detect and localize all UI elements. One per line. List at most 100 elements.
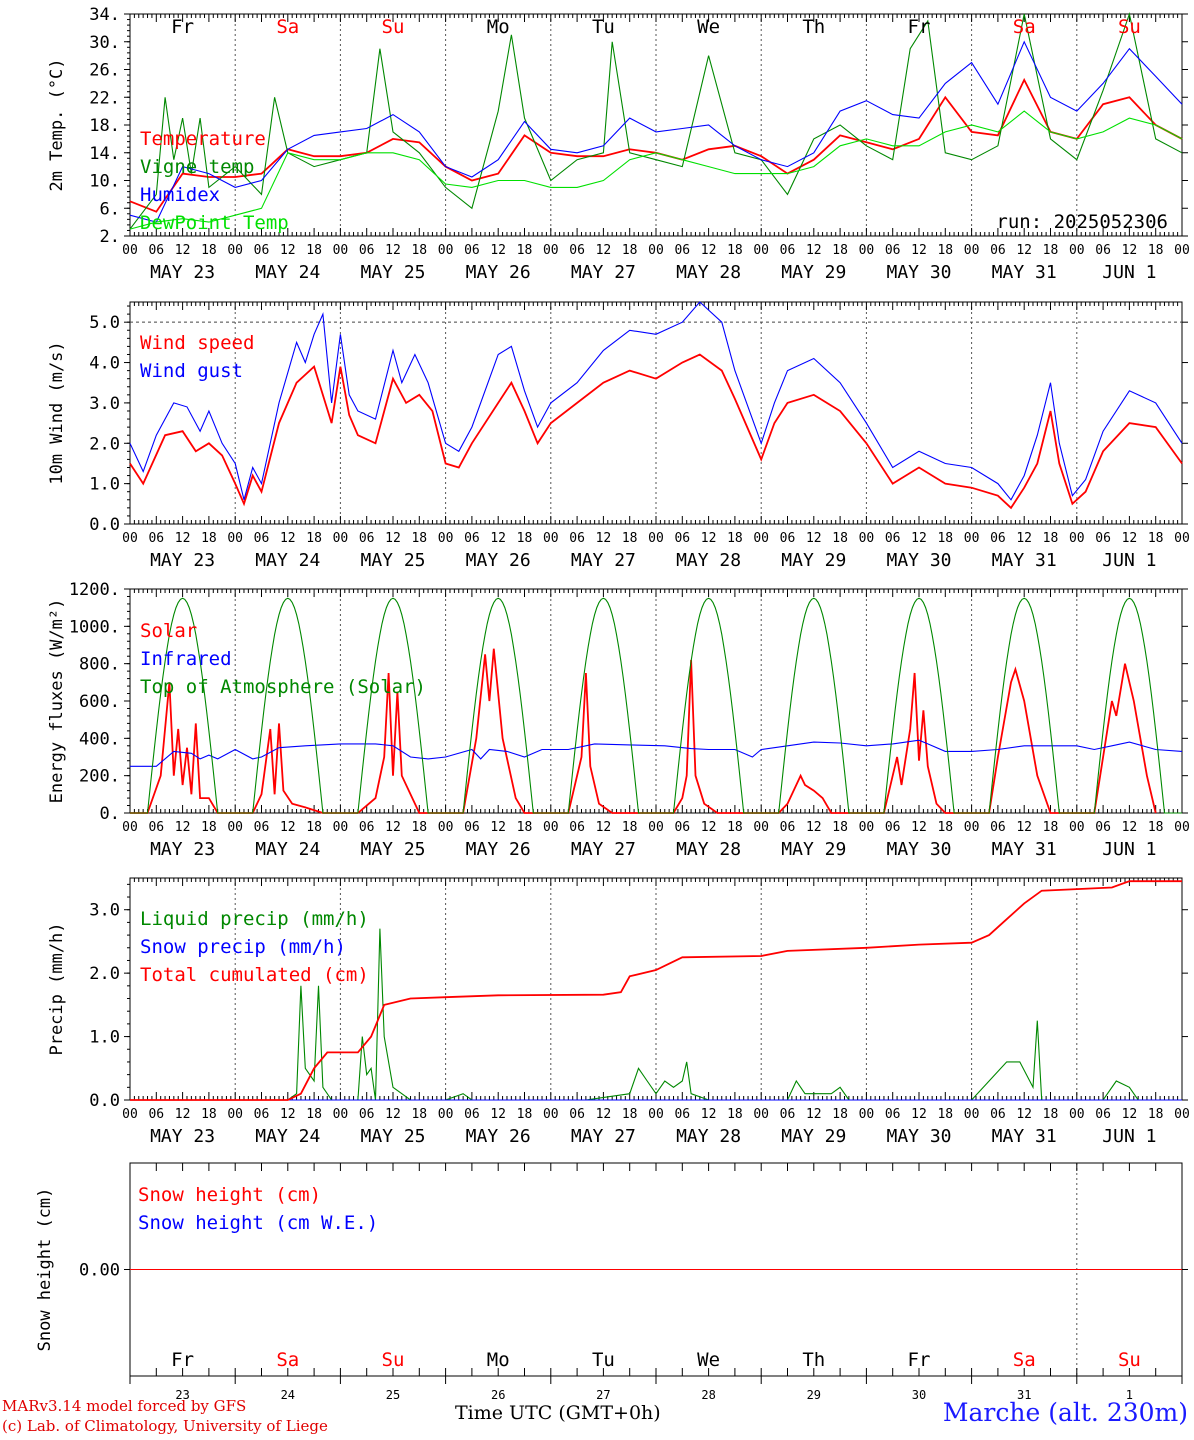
y-tick-label: 2.0 (89, 434, 120, 454)
weekday-label: Fr (908, 1349, 931, 1371)
hour-label: 06 (885, 531, 901, 546)
panel-2: 0.0 1.0 2.0 3.0 4.0 5.0 10m Wind (m/s) 00 06 12 18… (47, 301, 1190, 571)
day-number-label: 27 (596, 1388, 610, 1402)
hour-label: 06 (569, 243, 585, 258)
hour-label: 06 (464, 820, 480, 835)
hour-label: 18 (727, 820, 743, 835)
date-label: MAY 28 (676, 262, 741, 283)
weekday-label: We (697, 1349, 720, 1371)
hour-label: 00 (648, 531, 664, 546)
hour-label: 18 (411, 243, 427, 258)
hour-label: 00 (438, 1107, 454, 1122)
day-number-label: 25 (386, 1388, 400, 1402)
hour-label: 18 (201, 531, 217, 546)
date-label: JUN 1 (1102, 262, 1156, 283)
model-line: MARv3.14 model forced by GFS (2, 1397, 247, 1415)
hour-label: 06 (569, 531, 585, 546)
hour-label: 06 (674, 531, 690, 546)
legend-entry: Top of Atmosphere (Solar) (140, 676, 426, 698)
y-tick-label: 600. (79, 692, 120, 712)
hour-label: 06 (674, 820, 690, 835)
date-label: MAY 30 (886, 550, 951, 571)
hour-label: 18 (727, 531, 743, 546)
date-label: MAY 26 (466, 550, 531, 571)
y-axis-label: Energy fluxes (W/m²) (47, 599, 67, 804)
legend-entry: Liquid precip (mm/h) (140, 908, 369, 930)
day-number-label: 31 (1017, 1388, 1031, 1402)
hour-label: 00 (1069, 531, 1085, 546)
legend-entry: Humidex (140, 184, 220, 206)
y-tick-label: 3.0 (89, 394, 120, 414)
y-tick-label: 400. (79, 729, 120, 749)
hour-label: 00 (227, 1107, 243, 1122)
date-label: MAY 24 (255, 262, 320, 283)
hour-label: 06 (780, 1107, 796, 1122)
hour-label: 06 (885, 1107, 901, 1122)
hour-label: 06 (254, 820, 270, 835)
weekday-label: Tu (592, 16, 615, 38)
hour-label: 00 (1174, 820, 1190, 835)
hour-label: 12 (385, 1107, 401, 1122)
legend-entry: Wind gust (140, 360, 243, 382)
weekday-label: Sa (276, 16, 299, 38)
date-label: MAY 23 (150, 262, 215, 283)
date-label: MAY 27 (571, 1126, 636, 1147)
y-tick-label: 14. (89, 144, 120, 164)
y-tick-label: 0.0 (89, 515, 120, 535)
hour-label: 18 (1148, 820, 1164, 835)
date-label: MAY 25 (360, 262, 425, 283)
hour-label: 12 (596, 531, 612, 546)
y-tick-label: 4.0 (89, 354, 120, 374)
hour-label: 12 (596, 1107, 612, 1122)
hour-label: 00 (648, 243, 664, 258)
day-number-label: 26 (491, 1388, 505, 1402)
legend-entry: Infrared (140, 648, 232, 670)
hour-label: 00 (964, 243, 980, 258)
hour-label: 18 (306, 1107, 322, 1122)
date-label: MAY 30 (886, 262, 951, 283)
hour-label: 06 (148, 531, 164, 546)
day-number-label: 23 (175, 1388, 189, 1402)
date-label: MAY 26 (466, 262, 531, 283)
date-label: MAY 29 (781, 550, 846, 571)
hour-label: 12 (490, 531, 506, 546)
hour-label: 12 (806, 820, 822, 835)
date-label: MAY 26 (466, 1126, 531, 1147)
date-label: MAY 23 (150, 550, 215, 571)
hour-label: 12 (490, 1107, 506, 1122)
weekday-label: Mo (487, 16, 510, 38)
y-tick-label: 34. (89, 5, 120, 25)
hour-label: 06 (148, 820, 164, 835)
hour-label: 06 (674, 1107, 690, 1122)
hour-label: 18 (517, 243, 533, 258)
y-tick-label: 0.00 (79, 1261, 120, 1281)
panel-1: 2. 6. 10. 14. 18. 22. 26. 30. 34. 2m Temp. (°C) 00… (47, 5, 1190, 283)
hour-label: 06 (990, 820, 1006, 835)
date-label: MAY 31 (992, 1126, 1057, 1147)
date-label: MAY 31 (992, 839, 1057, 860)
hour-label: 00 (438, 820, 454, 835)
hour-label: 00 (648, 1107, 664, 1122)
hour-label: 12 (175, 820, 191, 835)
hour-label: 06 (1095, 820, 1111, 835)
hour-label: 00 (753, 820, 769, 835)
day-number-label: 28 (701, 1388, 715, 1402)
y-tick-label: 2.0 (89, 964, 120, 984)
station-name: Marche (alt. 230m) (942, 1398, 1188, 1427)
hour-label: 12 (385, 243, 401, 258)
hour-label: 00 (964, 1107, 980, 1122)
hour-label: 18 (622, 1107, 638, 1122)
series-line (129, 11, 1183, 230)
hour-label: 12 (385, 820, 401, 835)
y-tick-label: 2. (100, 227, 120, 247)
hour-label: 18 (832, 243, 848, 258)
hour-label: 00 (543, 1107, 559, 1122)
series-line (130, 597, 1182, 814)
time-axis-title: Time UTC (GMT+0h) (455, 1402, 661, 1424)
y-tick-label: 5.0 (89, 313, 120, 333)
hour-label: 18 (727, 243, 743, 258)
hour-label: 00 (859, 531, 875, 546)
hour-label: 00 (122, 243, 138, 258)
panel-3: 0. 200. 400. 600. 800. 1000. 1200.Energy fluxe… (47, 580, 1190, 860)
day-number-label: 30 (912, 1388, 926, 1402)
